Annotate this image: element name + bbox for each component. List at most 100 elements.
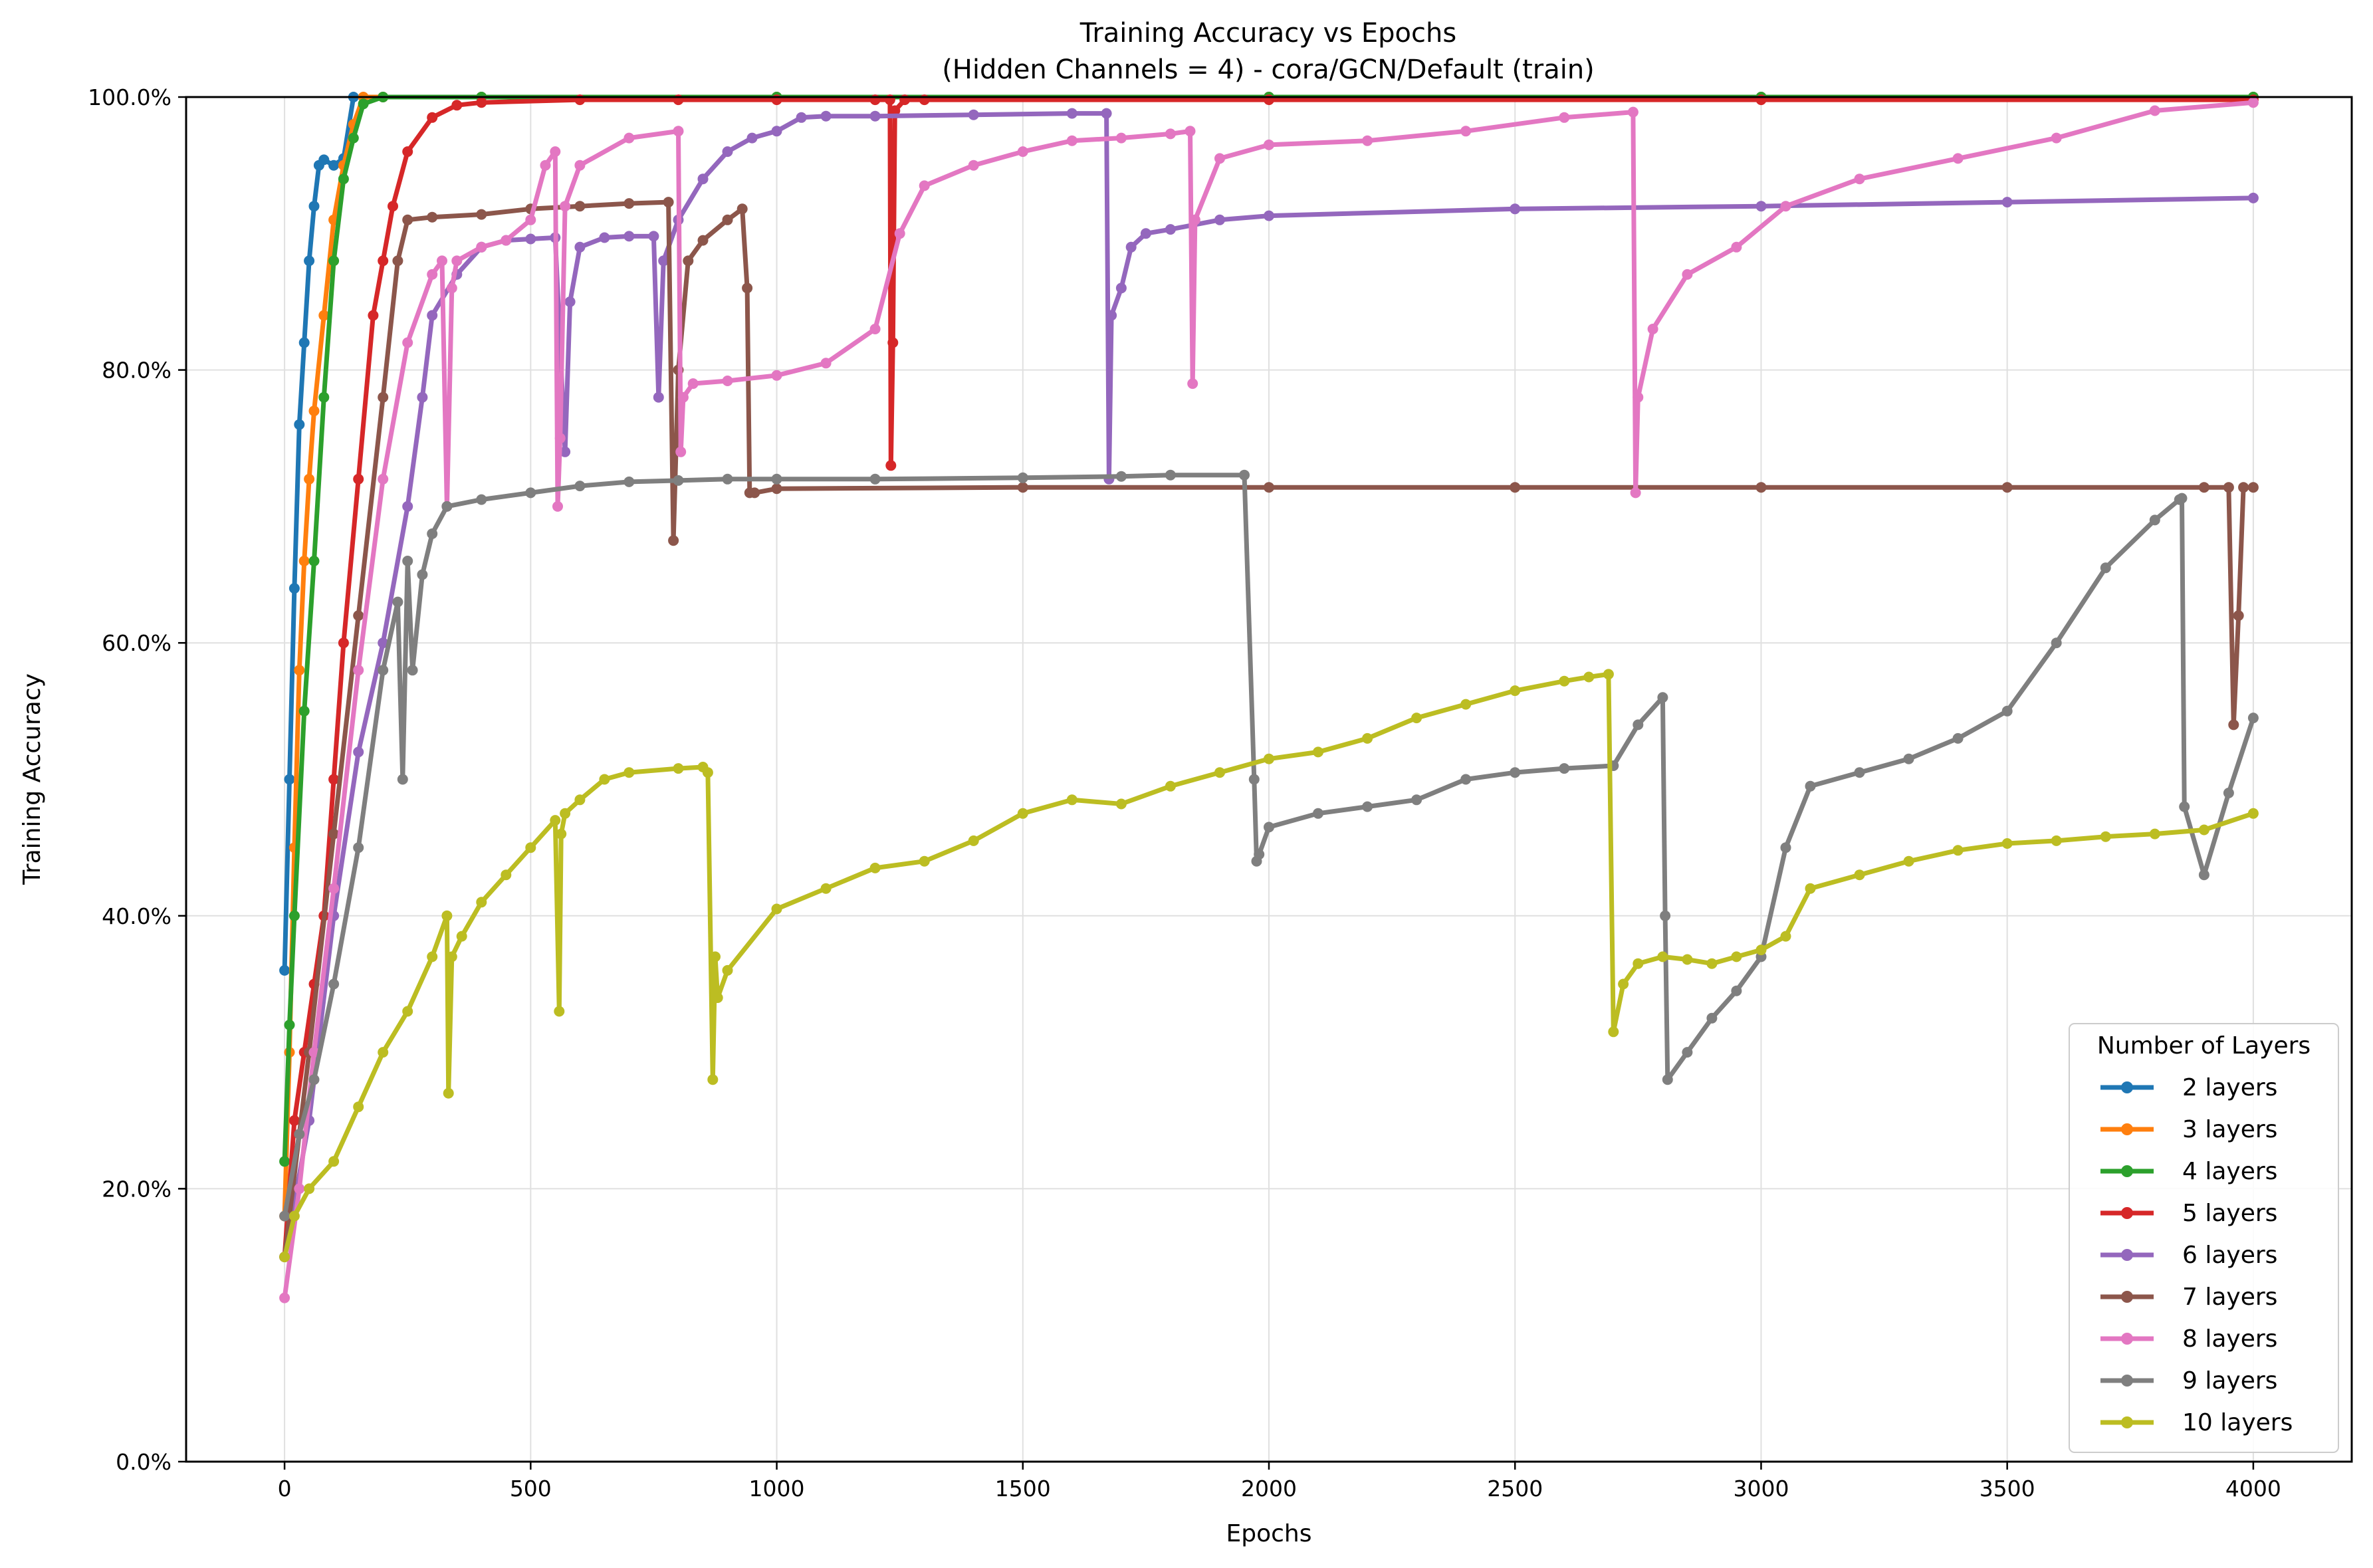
data-point [2051, 637, 2062, 649]
data-point [304, 1183, 315, 1194]
data-point [353, 473, 364, 485]
data-point [2198, 824, 2209, 836]
data-point [653, 392, 664, 403]
data-point [1780, 201, 1791, 212]
data-point [525, 233, 536, 245]
legend-entry: 9 layers [2100, 1367, 2277, 1395]
data-point [1755, 945, 1767, 956]
data-point [451, 100, 463, 111]
data-point [378, 665, 389, 676]
data-point [2223, 482, 2234, 493]
data-point [378, 637, 389, 649]
data-point [1115, 798, 1127, 810]
data-point [742, 282, 753, 294]
data-point [673, 126, 684, 137]
data-point [869, 110, 881, 122]
data-point [702, 767, 713, 778]
legend-label: 6 layers [2182, 1242, 2277, 1269]
data-point [1066, 135, 1077, 146]
data-point [1017, 482, 1028, 493]
legend-label: 4 layers [2182, 1158, 2277, 1185]
data-point [2223, 788, 2234, 798]
data-point [574, 794, 586, 806]
data-point [710, 951, 721, 962]
data-point [707, 1074, 719, 1085]
data-point [673, 763, 684, 774]
data-point [736, 203, 748, 215]
data-point [623, 476, 635, 487]
data-point [2247, 713, 2259, 724]
data-point [1460, 126, 1472, 137]
data-point [368, 310, 379, 321]
data-point [525, 487, 536, 499]
data-point [407, 665, 418, 676]
data-point [1657, 951, 1668, 962]
legend-entry: 4 layers [2100, 1158, 2277, 1185]
data-point [556, 828, 567, 840]
data-point [560, 446, 571, 457]
data-point [402, 501, 413, 512]
data-point [328, 1156, 340, 1167]
data-point [1854, 869, 1865, 881]
data-point [540, 160, 551, 171]
data-point [1066, 108, 1077, 119]
data-point [2149, 828, 2160, 840]
data-point [279, 1156, 290, 1167]
legend-label: 3 layers [2182, 1116, 2277, 1143]
data-point [378, 392, 389, 403]
data-point [1510, 203, 1521, 215]
data-point [1313, 746, 1323, 758]
data-point [1214, 767, 1225, 778]
data-point [1125, 241, 1137, 253]
data-point [1660, 910, 1671, 921]
data-point [1165, 128, 1176, 140]
data-point [663, 197, 674, 208]
y-tick-label: 80.0% [102, 358, 171, 384]
legend-label: 10 layers [2182, 1409, 2293, 1436]
data-point [1264, 822, 1274, 833]
data-point [1952, 732, 1964, 744]
data-point [476, 494, 487, 505]
legend-label: 2 layers [2182, 1074, 2277, 1101]
data-point [683, 255, 694, 267]
data-point [968, 835, 979, 846]
data-point [623, 132, 635, 144]
data-point [574, 201, 586, 212]
legend-entry: 5 layers [2100, 1200, 2277, 1227]
data-point [550, 146, 561, 158]
data-point [1239, 469, 1250, 481]
legend-entry: 7 layers [2100, 1284, 2277, 1311]
data-point [279, 964, 290, 976]
data-point [308, 405, 320, 417]
data-point [1662, 1074, 1673, 1085]
data-point [476, 97, 487, 108]
data-point [397, 774, 408, 785]
series-7-layers [279, 197, 2259, 1262]
legend-label: 5 layers [2182, 1200, 2277, 1227]
data-point [1264, 210, 1274, 221]
x-tick-label: 2500 [1487, 1476, 1543, 1502]
series-10-layers [279, 669, 2259, 1262]
data-point [1952, 845, 1964, 856]
data-point [1248, 774, 1260, 785]
data-point [1603, 669, 1614, 680]
legend-marker [2121, 1416, 2133, 1428]
data-point [427, 269, 438, 280]
data-point [771, 126, 782, 137]
data-point [771, 903, 782, 915]
data-point [1313, 808, 1323, 819]
data-point [1411, 794, 1422, 806]
data-point [402, 146, 413, 158]
data-point [1780, 931, 1791, 942]
data-point [392, 596, 403, 608]
data-point [673, 475, 684, 486]
data-point [294, 419, 305, 430]
chart-title: Training Accuracy vs Epochs [1079, 18, 1456, 49]
data-point [1460, 774, 1472, 785]
data-point [869, 862, 881, 873]
data-point [1264, 482, 1274, 493]
data-point [687, 378, 699, 390]
y-tick-label: 20.0% [102, 1176, 171, 1202]
data-point [427, 211, 438, 223]
data-point [675, 446, 687, 457]
